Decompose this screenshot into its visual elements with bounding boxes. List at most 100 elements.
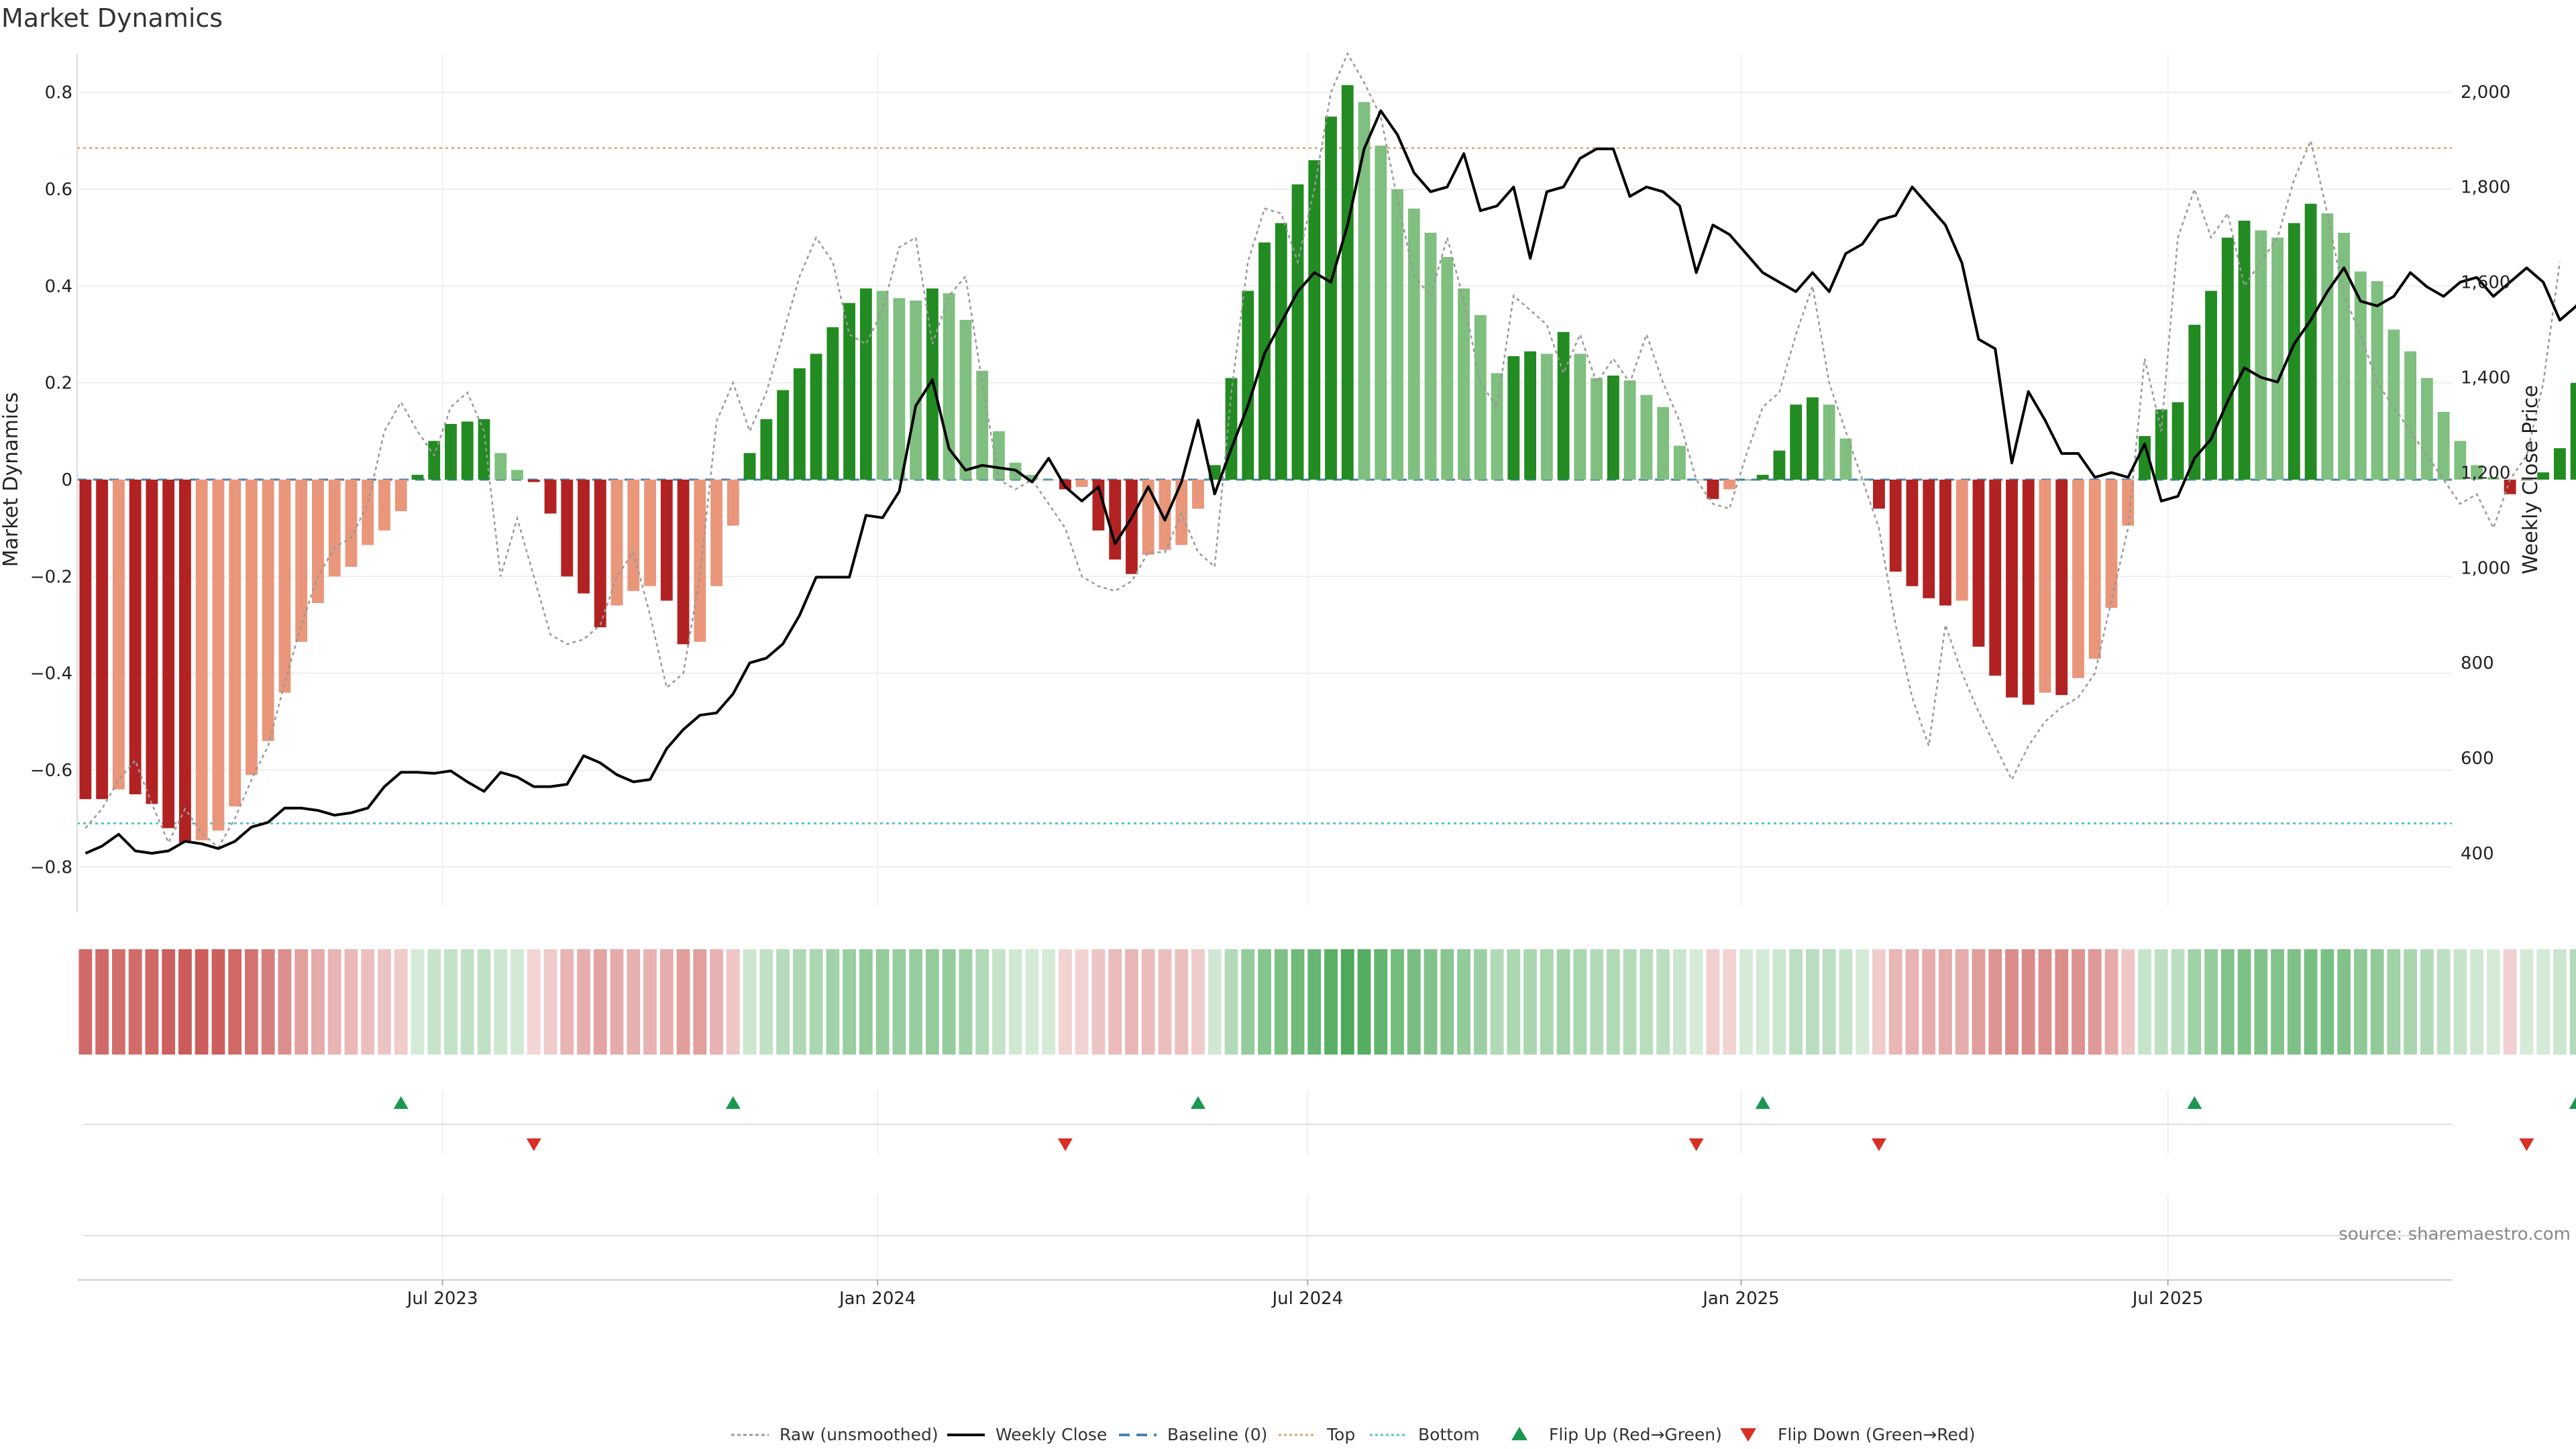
legend-label: Flip Down (Green→Red) (1778, 1425, 1976, 1444)
heat-cell (826, 949, 840, 1055)
heat-cell (676, 949, 690, 1055)
md-bar (2404, 351, 2417, 480)
md-bar (743, 453, 756, 480)
heat-cell (2005, 949, 2019, 1055)
md-bar (1275, 223, 1287, 480)
legend-item: Flip Up (Red→Green) (1511, 1425, 1722, 1444)
md-bar (394, 480, 407, 511)
md-bar (2205, 290, 2217, 480)
heat-cell (2021, 949, 2035, 1055)
heat-cell (1856, 949, 1870, 1055)
md-bar (2454, 441, 2467, 480)
series-lines (85, 52, 2576, 855)
md-bar (1375, 146, 1387, 480)
flip-markers (84, 1096, 2576, 1236)
heat-cell (278, 949, 292, 1055)
md-bar (362, 480, 374, 545)
flip-down-marker (526, 1138, 541, 1151)
heat-cell (511, 949, 524, 1055)
heat-cell (1756, 949, 1770, 1055)
heat-cell (1108, 949, 1122, 1055)
md-bar (1308, 160, 1321, 480)
heat-cell (2154, 949, 2168, 1055)
heat-cell (1706, 949, 1720, 1055)
y-right-tick-label: 400 (2461, 844, 2494, 864)
md-bar (1192, 480, 1204, 509)
md-bar (1441, 257, 1454, 480)
heat-cell (776, 949, 790, 1055)
heat-cell (1972, 949, 1986, 1055)
heat-cell (78, 949, 93, 1055)
heat-cell (975, 949, 989, 1055)
heat-cell (959, 949, 973, 1055)
md-bar (1906, 480, 1919, 586)
md-bar (2006, 480, 2018, 698)
md-bar (1474, 315, 1487, 480)
axes: −0.8 −0.6 −0.4 −0.2 0 0.2 0.4 0.6 0.8 400 600 800 1,… (30, 54, 2510, 912)
md-bar (694, 480, 706, 642)
y-left-tick-label: −0.6 (30, 761, 72, 781)
heat-cell (909, 949, 923, 1055)
heat-cell (1324, 949, 1338, 1055)
y-left-tick-label: −0.4 (30, 664, 72, 684)
heat-cell (1091, 949, 1106, 1055)
heat-cell (942, 949, 956, 1055)
heat-cell (1125, 949, 1138, 1055)
heat-cell (892, 949, 906, 1055)
heat-cell (1656, 949, 1670, 1055)
heat-cell (1939, 949, 1952, 1055)
x-axis: Jul 2023 Jan 2024 Jul 2024 Jan 2025 Jul 2025 (77, 1279, 2452, 1309)
heat-cell (527, 949, 541, 1055)
y-left-tick-label: −0.2 (30, 567, 72, 587)
heat-cell (2220, 949, 2235, 1055)
heat-cell (2520, 949, 2534, 1055)
heat-cell (2420, 949, 2434, 1055)
md-bar (246, 480, 258, 775)
heat-cell (2453, 949, 2467, 1055)
y-right-tick-label: 1,000 (2461, 558, 2510, 578)
md-bar (810, 354, 822, 480)
md-bar (1939, 480, 1951, 606)
md-bar (445, 424, 457, 480)
y-right-tick-label: 1,400 (2461, 368, 2510, 388)
heat-cell (111, 949, 125, 1055)
heat-cell (1822, 949, 1836, 1055)
heat-cell (643, 949, 657, 1055)
heat-cell (378, 949, 391, 1055)
heat-cell (1872, 949, 1886, 1055)
heat-cell (327, 949, 341, 1055)
heat-cell (2486, 949, 2500, 1055)
md-bar (1723, 480, 1736, 490)
x-tick-label: Jan 2024 (838, 1289, 916, 1309)
md-bar (262, 480, 274, 741)
flip-up-marker (1190, 1096, 1205, 1109)
heat-cell (1340, 949, 1354, 1055)
md-bar (1075, 480, 1088, 487)
heat-cell (2088, 949, 2102, 1055)
md-bar (1491, 373, 1503, 480)
heat-cell (1407, 949, 1421, 1055)
heat-cell (1789, 949, 1803, 1055)
md-bar (2088, 480, 2101, 659)
md-bar (1574, 354, 1587, 480)
md-bar (527, 480, 540, 482)
md-bar (1540, 354, 1553, 480)
md-bar (1640, 394, 1653, 480)
md-bar (1524, 351, 1536, 480)
flip-up-marker (2187, 1096, 2202, 1109)
legend-item: Weekly Close (947, 1425, 1107, 1444)
flip-down-marker (1871, 1138, 1886, 1151)
md-bar (727, 480, 739, 526)
md-bar (1823, 405, 1835, 480)
md-bar (2387, 329, 2400, 480)
md-bar (578, 480, 590, 594)
heat-cell (577, 949, 590, 1055)
heat-cell (2038, 949, 2052, 1055)
heat-cell (2254, 949, 2268, 1055)
heat-cell (1473, 949, 1487, 1055)
heat-cell (178, 949, 192, 1055)
md-bar (2105, 480, 2118, 608)
legend-label: Raw (unsmoothed) (780, 1425, 938, 1444)
heat-cell (2536, 949, 2551, 1055)
